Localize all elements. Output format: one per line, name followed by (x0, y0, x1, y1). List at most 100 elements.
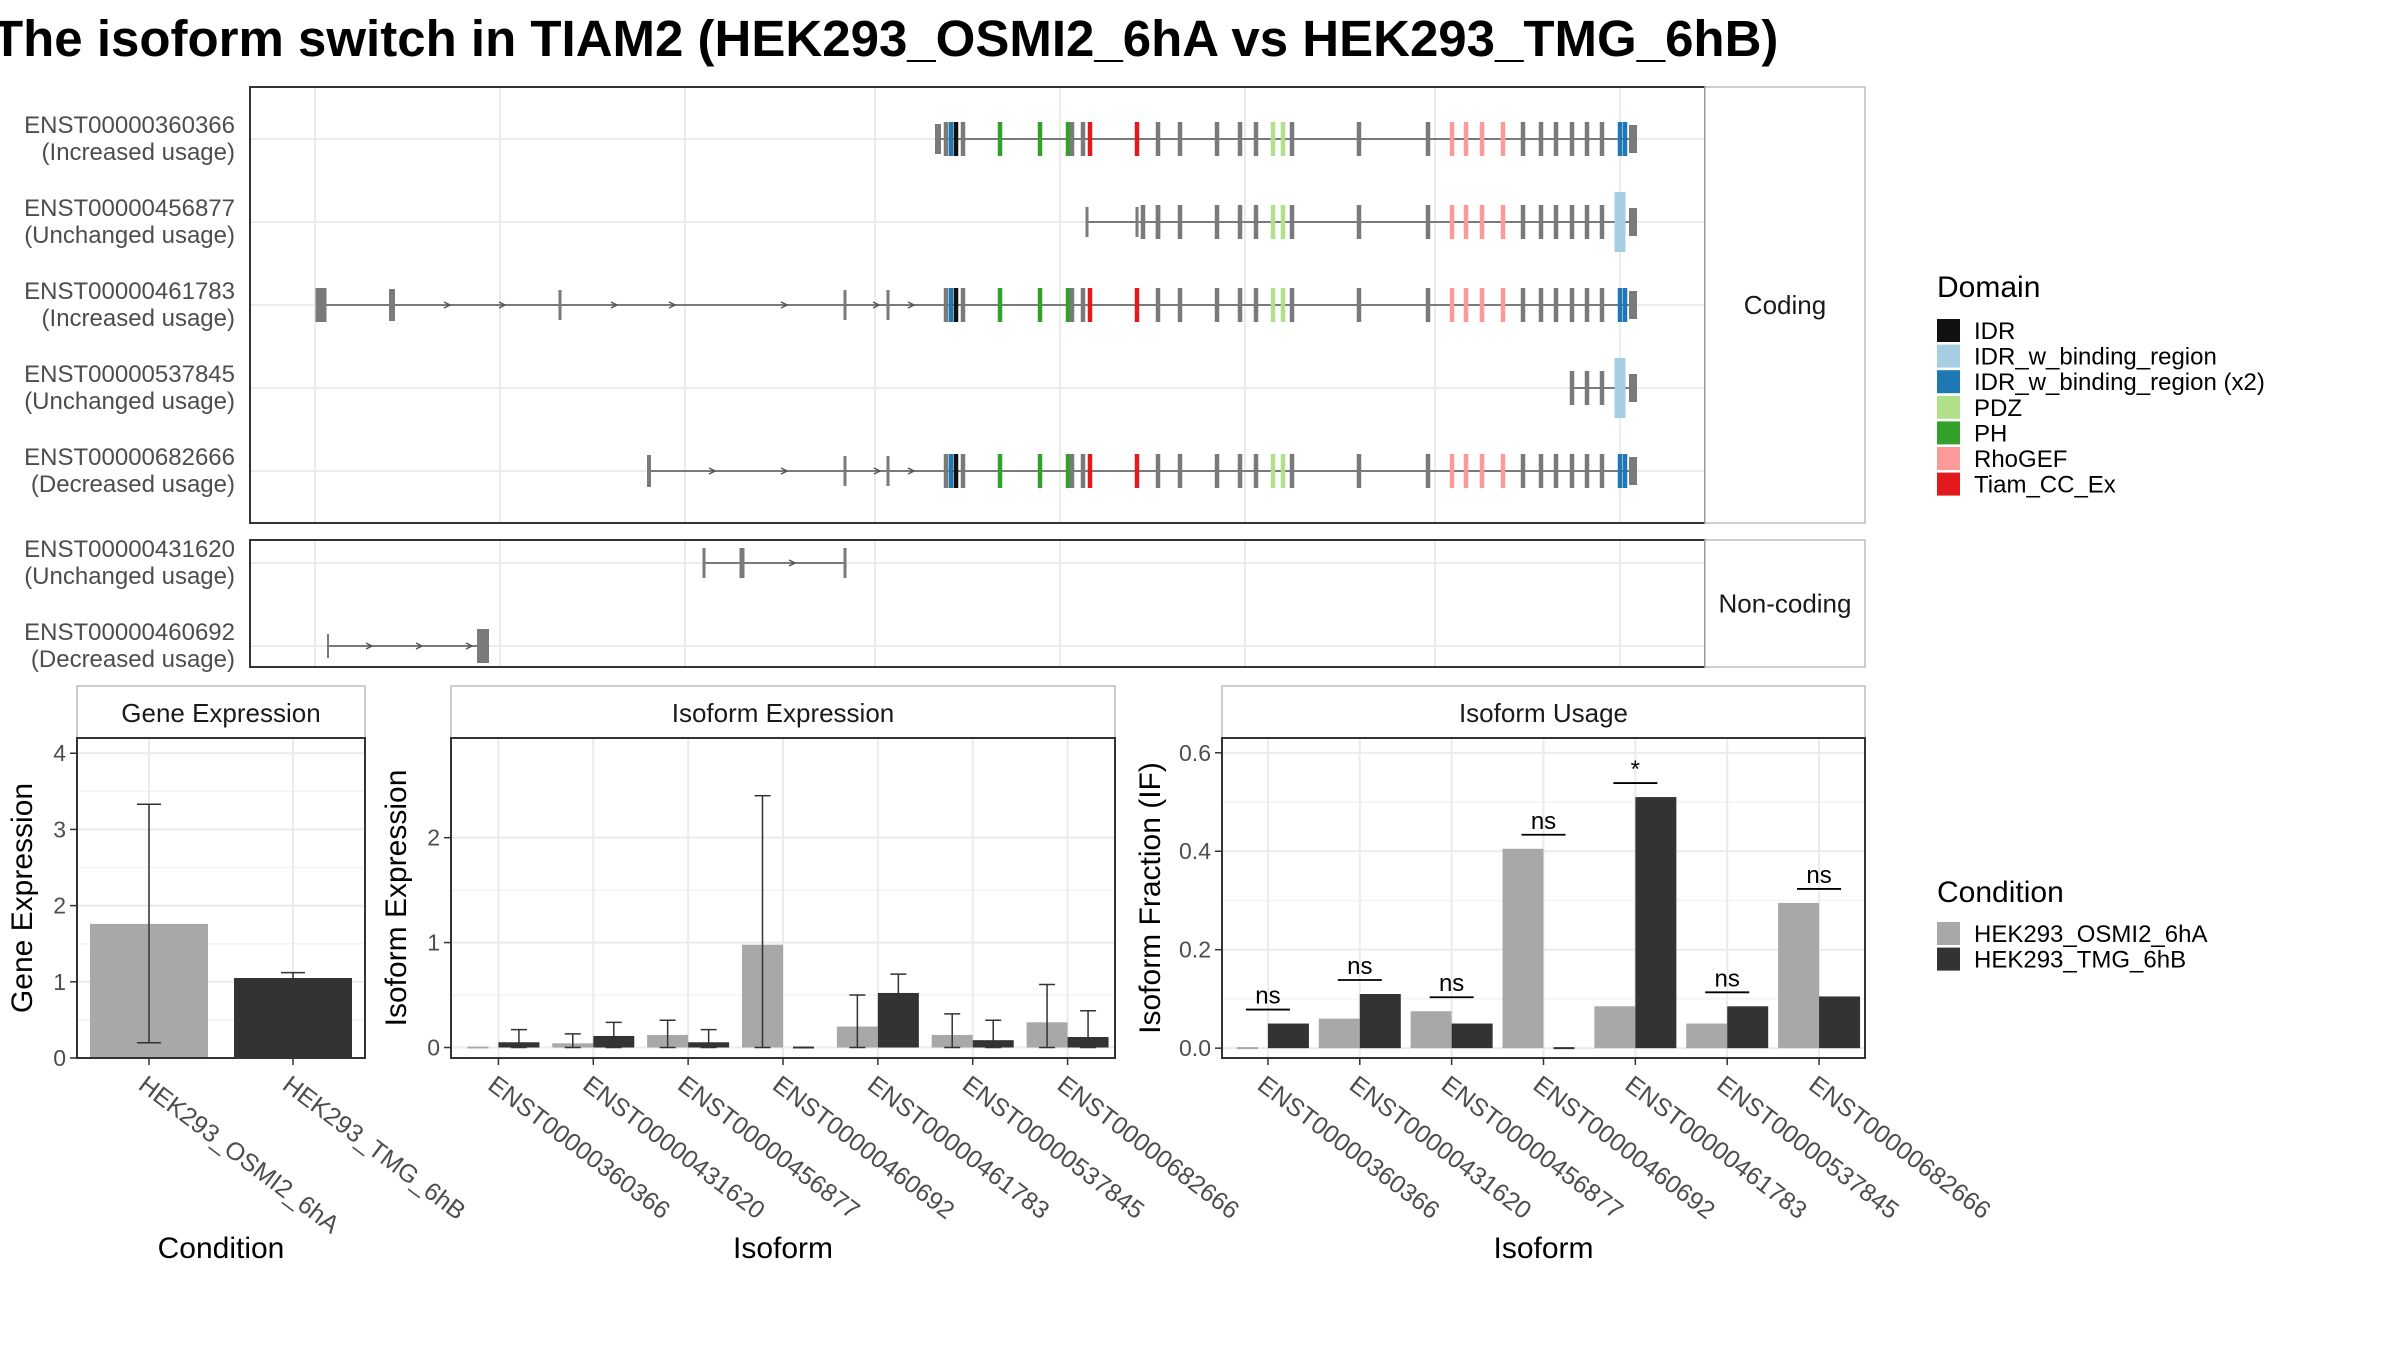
exon-block (1520, 205, 1526, 239)
exon-block (558, 290, 562, 320)
y-axis-title: Isoform Expression (380, 770, 413, 1027)
panel-title: Isoform Expression (672, 698, 895, 728)
exon-block (1214, 454, 1220, 488)
exon-block (389, 289, 395, 321)
isoform-id-label: ENST00000431620 (24, 536, 235, 563)
exon-block (1569, 205, 1575, 239)
exon-block (1538, 122, 1544, 156)
exon-block (1177, 205, 1183, 239)
legend-label: IDR (1974, 318, 2015, 345)
isoform-usage-label: (Increased usage) (42, 305, 235, 332)
isoform-usage-label: (Increased usage) (42, 139, 235, 166)
exon-block (1614, 358, 1626, 418)
exon-block (1237, 205, 1243, 239)
facet-strip-label: Coding (1744, 290, 1826, 320)
legend-key-Tiam_CC_Ex (1937, 472, 1960, 496)
exon-block (1479, 454, 1485, 488)
exon-block (1584, 288, 1590, 322)
isoform-model-ENST00000682666 (647, 454, 1637, 488)
isoform-model-ENST00000456877 (1085, 192, 1637, 252)
exon-block (1280, 122, 1286, 156)
exon-block (1140, 205, 1146, 239)
exon-block (1449, 122, 1455, 156)
bar (1594, 1006, 1636, 1049)
bar (1686, 1023, 1728, 1049)
isoform-model-ENST00000431620 (702, 548, 847, 578)
legend-label: HEK293_OSMI2_6hA (1974, 921, 2207, 948)
exon-block (1500, 288, 1506, 322)
exon-block (843, 548, 847, 578)
y-tick-label: 0 (427, 1035, 440, 1061)
exon-block (1622, 122, 1628, 156)
exon-block (1553, 122, 1559, 156)
significance-label: * (1631, 756, 1640, 783)
exon-block (1177, 288, 1183, 322)
exon-block (1155, 122, 1161, 156)
isoform-model-ENST00000461783 (315, 288, 1637, 322)
exon-block (1479, 122, 1485, 156)
exon-block (960, 122, 966, 156)
exon-block (1155, 288, 1161, 322)
facet-strip (1704, 86, 1866, 524)
exon-block (1270, 288, 1276, 322)
isoform-id-label: ENST00000682666 (24, 444, 235, 471)
exon-block (1270, 122, 1276, 156)
exon-block (1289, 205, 1295, 239)
exon-block (477, 629, 489, 663)
exon-block (1538, 288, 1544, 322)
bar (1727, 1006, 1769, 1049)
exon-block (1253, 205, 1259, 239)
exon-block (1553, 205, 1559, 239)
exon-block (886, 290, 890, 320)
exon-block (1599, 454, 1605, 488)
exon-block (1569, 288, 1575, 322)
exon-block (315, 288, 327, 322)
exon-block (739, 548, 745, 578)
y-tick-label: 0 (53, 1045, 66, 1071)
exon-block (1617, 122, 1623, 156)
legend-label: IDR_w_binding_region (1974, 344, 2217, 371)
exon-block (1087, 454, 1093, 488)
exon-block (1520, 122, 1526, 156)
exon-block (1553, 288, 1559, 322)
bar (1502, 848, 1544, 1049)
strand-arrow (780, 301, 789, 309)
chart-1: Isoform Expression012ENST00000360366ENST… (380, 685, 1244, 1265)
y-tick-label: 1 (53, 969, 66, 995)
legend-key-IDR_w_binding_region (1937, 344, 1960, 368)
exon-block (1520, 288, 1526, 322)
panel-title-strip (450, 685, 1116, 739)
exon-block (1253, 288, 1259, 322)
exon-block (1289, 288, 1295, 322)
y-tick-label: 3 (53, 816, 66, 842)
facet-strip (1704, 539, 1866, 668)
y-tick-label: 0.0 (1179, 1035, 1211, 1061)
exon-block (1463, 205, 1469, 239)
exon-block (1080, 454, 1086, 488)
legends: Domain IDRIDR_w_binding_regionIDR_w_bindi… (1937, 271, 2265, 974)
bar (1819, 996, 1861, 1049)
exon-block (1037, 454, 1043, 488)
exon-block (997, 454, 1003, 488)
exon-block (1177, 454, 1183, 488)
strand-arrow (872, 301, 881, 309)
exon-block (948, 122, 954, 156)
plot-border (76, 737, 366, 1059)
exon-block (1289, 454, 1295, 488)
panel-title-strip (1221, 685, 1866, 739)
exon-block (1599, 371, 1605, 405)
exon-block (1069, 288, 1075, 322)
exon-block (1584, 454, 1590, 488)
exon-block (1237, 122, 1243, 156)
exon-block (1280, 288, 1286, 322)
isoform-id-label: ENST00000360366 (24, 112, 235, 139)
legend-key-IDR_w_binding_region (x2) (1937, 370, 1960, 394)
y-tick-label: 2 (427, 825, 440, 851)
domain-legend-title: Domain (1937, 271, 2040, 304)
exon-block (1037, 122, 1043, 156)
exon-block (1500, 454, 1506, 488)
exon-block (960, 288, 966, 322)
exon-block (1214, 122, 1220, 156)
exon-block (1463, 122, 1469, 156)
strand-arrow (415, 642, 424, 650)
